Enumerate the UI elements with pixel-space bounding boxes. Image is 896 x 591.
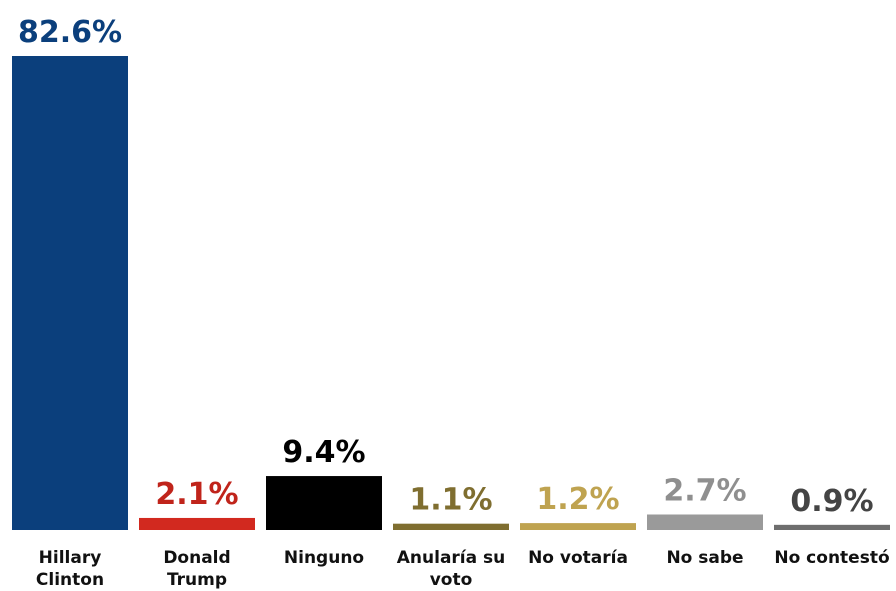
bar-donald-trump [139,517,255,530]
category-labels-group: Hillary Clinton Donald Trump Ninguno Anularía… [36,548,890,590]
value-label-ninguno: 9.4% [282,435,365,470]
category-label-no-contesto: No contestó [774,548,889,568]
value-label-donald-trump: 2.1% [155,477,238,512]
bar-no-votaria [520,523,636,530]
value-label-no-contesto: 0.9% [790,484,873,519]
bar-hillary-clinton [12,56,128,530]
bar-no-contesto [774,524,890,530]
value-labels-group: 82.6% 2.1% 9.4% 1.1% 1.2% 2.7% 0.9% [18,15,874,519]
category-label-anularia-su-voto: Anularía su voto [397,548,505,590]
value-label-no-votaria: 1.2% [536,482,619,517]
category-label-hillary-clinton: Hillary Clinton [36,548,104,590]
bar-anularia-su-voto [393,523,509,530]
category-label-donald-trump: Donald Trump [163,548,230,590]
bar-no-sabe [647,514,763,530]
category-label-ninguno: Ninguno [284,548,364,568]
value-label-anularia-su-voto: 1.1% [409,483,492,518]
category-label-no-sabe: No sabe [666,548,743,568]
bar-ninguno [266,476,382,530]
bars-group [12,56,890,530]
value-label-no-sabe: 2.7% [663,474,746,509]
category-label-no-votaria: No votaría [528,548,628,568]
value-label-hillary-clinton: 82.6% [18,15,122,50]
